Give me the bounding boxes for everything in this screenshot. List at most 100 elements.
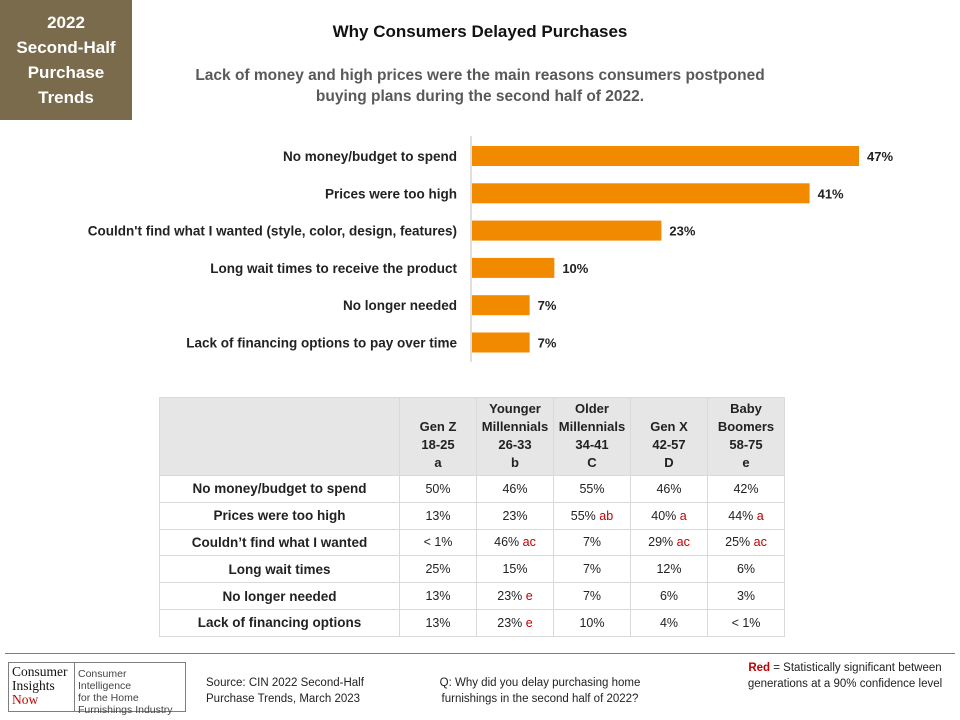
tagline-line: Consumer Intelligence	[78, 668, 132, 692]
table-row: Long wait times 25% 15% 7% 12% 6%	[159, 555, 785, 584]
table-cell: 7%	[553, 555, 631, 584]
category-label: No money/budget to spend	[283, 149, 457, 164]
table-cell: 46% ac	[476, 528, 554, 557]
logo-wordmark: Consumer Insights Now	[9, 663, 75, 711]
table-cell: 42%	[707, 475, 785, 503]
table-cell: 25% ac	[707, 528, 785, 557]
page-subtitle: Lack of money and high prices were the m…	[160, 65, 800, 107]
cell-value: 44%	[728, 508, 754, 523]
table-row: Prices were too high 13% 23% 55% ab 40% a 44%…	[159, 501, 785, 530]
generation-header: Younger Millennials 26-33 b	[476, 397, 554, 476]
table-cell: 46%	[630, 475, 708, 503]
generation-header-line: C	[587, 455, 597, 470]
generation-header-line: Older	[575, 401, 609, 416]
cell-value: 4%	[659, 615, 679, 630]
cell-value: 55%	[579, 481, 605, 496]
data-label: 7%	[538, 298, 557, 313]
row-label: Lack of financing options	[159, 608, 400, 637]
table-row: Lack of financing options 13% 23% e 10% 4% < …	[159, 608, 785, 637]
survey-question: Q: Why did you delay purchasing home fur…	[425, 675, 655, 707]
logo-word: Consumer	[12, 664, 68, 679]
data-label: 41%	[818, 186, 844, 201]
table-cell: 7%	[553, 582, 631, 610]
row-label: Couldn’t find what I wanted	[159, 528, 400, 557]
table-cell: 55%	[553, 475, 631, 503]
generation-header-line: b	[511, 455, 519, 470]
generation-header-line: e	[742, 455, 750, 470]
significance-marker: a	[676, 508, 687, 523]
generation-header: Baby Boomers 58-75 e	[707, 397, 785, 476]
significance-marker: ac	[750, 535, 767, 550]
cell-value: 23%	[497, 589, 523, 604]
generation-header: Gen X 42-57 D	[630, 397, 708, 476]
generation-header-line: Millennials	[481, 419, 549, 434]
cell-value: 29%	[648, 535, 674, 550]
cell-value: 12%	[656, 562, 682, 577]
logo-word: Insights	[12, 678, 55, 693]
cell-value: 7%	[582, 562, 602, 577]
cell-value: 25%	[425, 562, 451, 577]
cell-value: 23%	[502, 508, 528, 523]
table-cell: 23%	[476, 501, 554, 530]
tagline-line: Furnishings Industry	[78, 704, 173, 716]
report-badge: 2022 Second-Half Purchase Trends	[0, 0, 132, 120]
table-cell: 55% ab	[553, 501, 631, 530]
table-cell: 15%	[476, 555, 554, 584]
cell-value: 46%	[656, 481, 682, 496]
table-row: Couldn’t find what I wanted < 1% 46% ac 7% 2…	[159, 528, 785, 557]
generation-header: Older Millennials 34-41 C	[553, 397, 631, 476]
subtitle-line: Lack of money and high prices were the m…	[195, 67, 765, 84]
cell-value: 7%	[582, 535, 602, 550]
generation-header-line: Boomers	[717, 419, 775, 434]
generation-header-line: 58-75	[729, 437, 763, 452]
generation-header-line: Gen X	[650, 419, 688, 434]
table-cell: < 1%	[707, 608, 785, 637]
generation-header-line: 34-41	[575, 437, 609, 452]
cell-value: 23%	[497, 615, 523, 630]
table-cell: 23% e	[476, 608, 554, 637]
cell-value: 13%	[425, 615, 451, 630]
table-cell: 23% e	[476, 582, 554, 610]
bar	[472, 295, 530, 316]
significance-note: Red = Statistically significant between …	[745, 660, 945, 692]
cell-value: 15%	[502, 562, 528, 577]
significance-marker: ac	[673, 535, 690, 550]
significance-text: = Statistically significant between gene…	[747, 662, 943, 690]
table-header-blank	[159, 397, 400, 476]
generation-header-line: Baby	[730, 401, 762, 416]
table-cell: 29% ac	[630, 528, 708, 557]
category-label: Long wait times to receive the product	[210, 261, 457, 276]
generation-table: Gen Z 18-25 a Younger Millennials 26-33 b Older…	[159, 397, 785, 637]
generation-header-line: D	[664, 455, 674, 470]
significance-marker: ab	[595, 508, 614, 523]
category-label: No longer needed	[343, 298, 457, 313]
table-cell: 4%	[630, 608, 708, 637]
generation-header: Gen Z 18-25 a	[399, 397, 477, 476]
question-line: furnishings in the second half of 2022?	[441, 693, 639, 705]
table-cell: < 1%	[399, 528, 477, 557]
generation-header-line: 42-57	[652, 437, 686, 452]
row-label: Long wait times	[159, 555, 400, 584]
generation-header-line: 18-25	[421, 437, 455, 452]
generation-header-line: Younger	[489, 401, 541, 416]
badge-line: Purchase	[27, 63, 105, 82]
cell-value: 25%	[725, 535, 751, 550]
source-note: Source: CIN 2022 Second-Half Purchase Tr…	[206, 675, 386, 707]
footer-divider	[5, 653, 955, 654]
table-row: No money/budget to spend 50% 46% 55% 46% 42%	[159, 475, 785, 503]
table-header-row: Gen Z 18-25 a Younger Millennials 26-33 b Older…	[159, 397, 785, 476]
tagline-line: for the Home	[78, 692, 139, 704]
cell-value: < 1%	[731, 615, 761, 630]
significance-marker: e	[522, 615, 533, 630]
table-cell: 3%	[707, 582, 785, 610]
table-cell: 6%	[630, 582, 708, 610]
data-label: 10%	[562, 261, 588, 276]
bar	[472, 220, 662, 241]
bar	[472, 257, 555, 278]
source-line: Purchase Trends, March 2023	[206, 693, 361, 705]
significance-marker: a	[753, 508, 764, 523]
table-cell: 44% a	[707, 501, 785, 530]
table-cell: 7%	[553, 528, 631, 557]
cell-value: 13%	[425, 589, 451, 604]
generation-header-line: Millennials	[558, 419, 626, 434]
